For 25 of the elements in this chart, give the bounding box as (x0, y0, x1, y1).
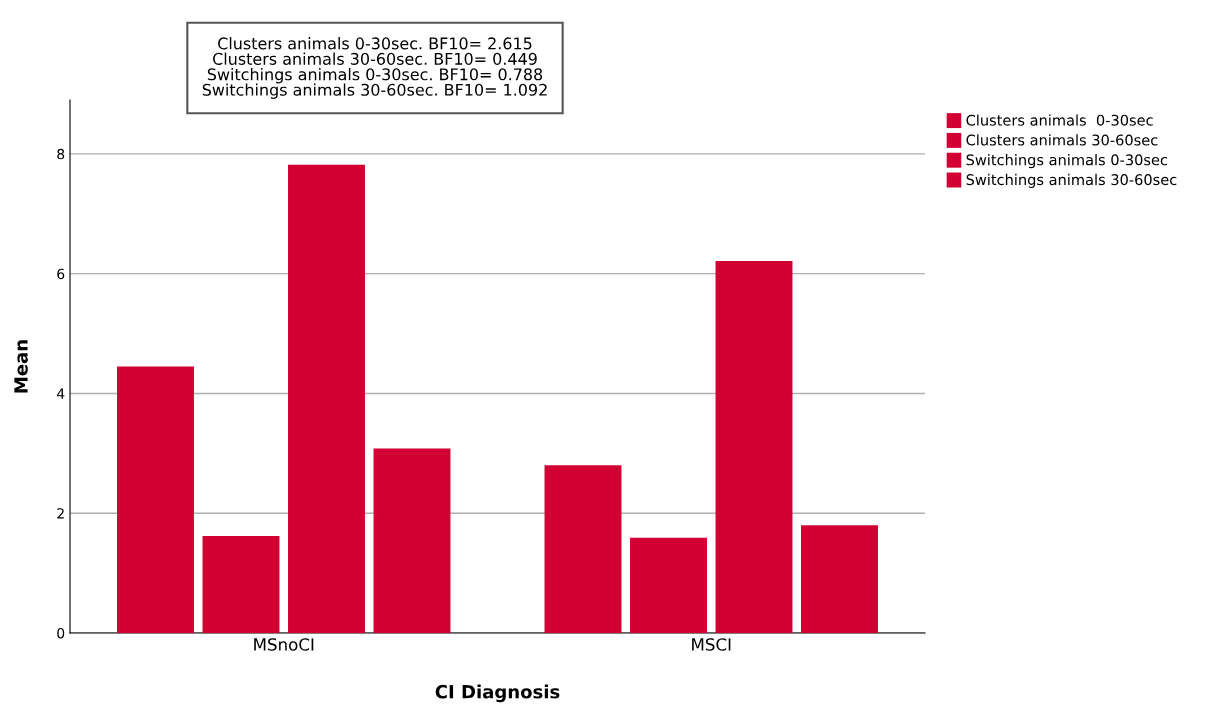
x-tick-label: MSCI (692, 638, 731, 651)
bar (202, 535, 280, 633)
bar (544, 465, 622, 633)
text: Clusters animals 30-60sec. BF10= 0.449 (213, 52, 537, 65)
y-tick-label: 6 (57, 268, 65, 280)
bar (630, 537, 707, 633)
y-axis-title: Mean (14, 340, 28, 393)
bar (117, 366, 194, 633)
bar (715, 261, 793, 633)
text: Switchings animals 30-60sec. BF10= 1.092 (202, 83, 547, 99)
x-tick-label: MSnoCI (254, 638, 314, 651)
bar (373, 448, 451, 633)
y-tick-label: 8 (57, 148, 65, 160)
y-tick-label: 4 (56, 388, 65, 399)
bar (288, 164, 365, 633)
legend-label: Clusters animals 30-60sec (966, 134, 1158, 146)
x-axis-title: CI Diagnosis (435, 684, 560, 703)
legend-label: Clusters animals 0-30sec (966, 114, 1153, 126)
text: Clusters animals 0-30sec. BF10= 2.615 (218, 37, 532, 50)
y-tick-label: 0 (57, 627, 65, 639)
y-tick-label: 2 (57, 508, 64, 519)
legend-label: Switchings animals 30-60sec (966, 173, 1177, 188)
bar (801, 525, 878, 633)
legend-label: Switchings animals 0-30sec (966, 154, 1168, 169)
text: Switchings animals 0-30sec. BF10= 0.788 (207, 68, 543, 84)
